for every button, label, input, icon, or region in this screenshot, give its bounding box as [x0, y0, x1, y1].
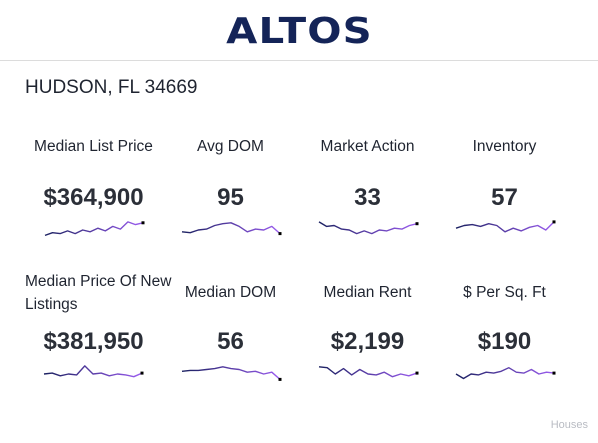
- metric-value: 33: [354, 184, 381, 211]
- sparkline-series: [181, 222, 280, 235]
- sparkline-chart: [318, 221, 418, 235]
- sparkline-chart: [455, 366, 555, 380]
- metric-label: Median DOM: [184, 284, 277, 301]
- sparkline-series: [181, 366, 280, 380]
- sparkline-series: [455, 221, 554, 233]
- sparkline-chart: [43, 365, 144, 378]
- sparkline-end-marker: [278, 232, 281, 236]
- sparkline-series: [44, 221, 143, 237]
- sparkline-end-marker: [415, 222, 418, 226]
- sparkline-end-marker: [552, 220, 555, 224]
- sparkline-chart: [455, 220, 555, 233]
- metric-median-dom[interactable]: Median DOM 56: [162, 281, 299, 386]
- sparkline-end-marker: [415, 371, 418, 375]
- metric-label: Market Action: [320, 138, 415, 155]
- metric-inventory[interactable]: Inventory 57: [436, 135, 573, 242]
- metric-label: Avg DOM: [197, 138, 264, 155]
- sparkline-chart: [44, 221, 144, 237]
- metric-label: Median Price Of New Listings: [25, 273, 172, 313]
- sparkline-series: [318, 221, 417, 235]
- altos-logo: ALTOS: [225, 10, 373, 52]
- metric-avg-dom[interactable]: Avg DOM 95: [162, 135, 299, 242]
- metric-value: $190: [477, 328, 532, 355]
- metric-value: 56: [217, 328, 244, 355]
- sparkline-chart: [318, 366, 418, 378]
- sparkline-chart: [181, 366, 281, 381]
- metric-label: $ Per Sq. Ft: [463, 284, 546, 301]
- sparkline-end-marker: [278, 377, 281, 381]
- metric-value: 57: [491, 184, 518, 211]
- metric-label: Inventory: [472, 138, 537, 155]
- property-type-note: Houses: [550, 419, 588, 431]
- metric-value: 95: [217, 184, 244, 211]
- metric-price-per-sqft[interactable]: $ Per Sq. Ft $190: [436, 281, 573, 386]
- metric-median-list-price[interactable]: Median List Price $364,900: [25, 135, 162, 242]
- metric-label: Median Rent: [323, 284, 412, 301]
- metric-market-action[interactable]: Market Action 33: [299, 135, 436, 242]
- metric-median-price-new-listings[interactable]: Median Price Of New Listings $381,950: [25, 270, 175, 386]
- location-title: HUDSON, FL 34669: [25, 77, 198, 98]
- sparkline-series: [43, 365, 143, 378]
- metric-label: Median List Price: [34, 138, 153, 155]
- sparkline-series: [455, 366, 554, 380]
- sparkline-end-marker: [552, 371, 555, 375]
- metric-value: $381,950: [43, 328, 144, 355]
- metric-median-rent[interactable]: Median Rent $2,199: [299, 281, 436, 386]
- sparkline-end-marker: [141, 221, 144, 225]
- sparkline-chart: [181, 222, 281, 236]
- sparkline-end-marker: [140, 371, 144, 375]
- metric-value: $2,199: [330, 328, 405, 355]
- metric-value: $364,900: [43, 184, 144, 211]
- sparkline-series: [318, 366, 417, 378]
- app-header: ALTOS: [0, 0, 598, 61]
